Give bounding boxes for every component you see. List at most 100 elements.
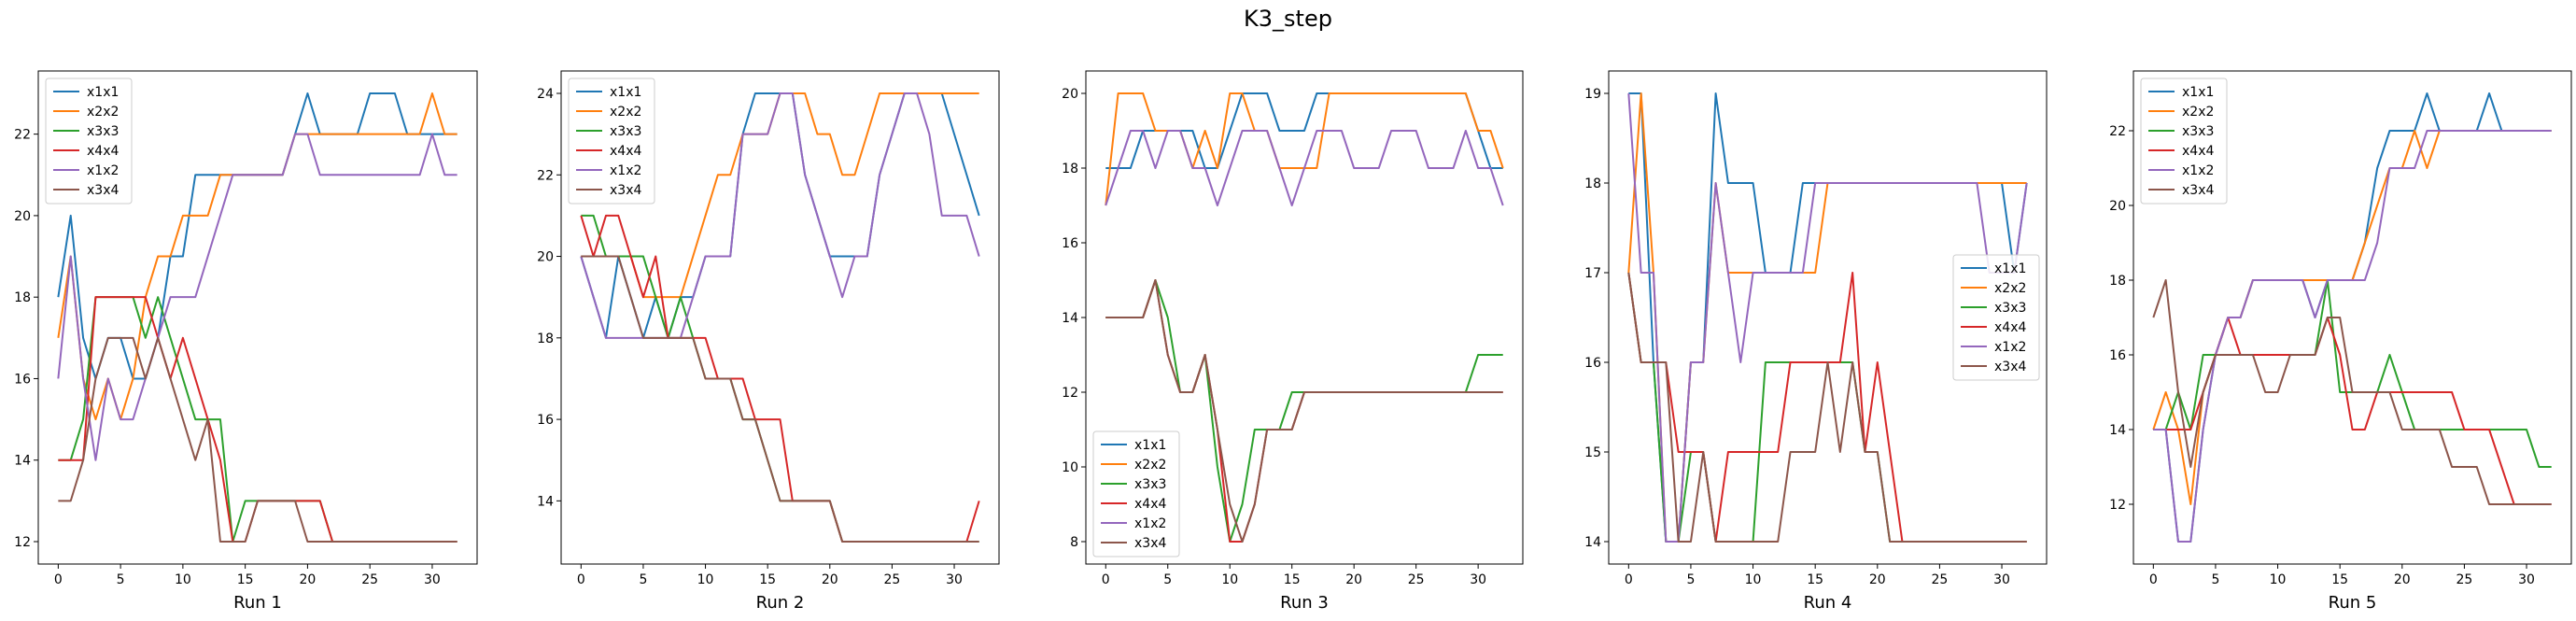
- axes-frame: [1608, 70, 2048, 565]
- x-tick-label: 15: [2331, 572, 2348, 587]
- legend: x1x1 x2x2 x3x3 x4x4 x1x2 x3x4: [2140, 78, 2228, 205]
- legend-entry-x4x4: x4x4: [610, 144, 641, 159]
- x-tick-label: 20: [2394, 572, 2411, 587]
- legend-entry-x2x2: x2x2: [1134, 458, 1166, 473]
- legend-entry-x3x3: x3x3: [610, 124, 641, 139]
- y-tick-label: 24: [537, 87, 554, 102]
- legend-box: [1952, 254, 2040, 381]
- y-tick-label: 17: [1584, 266, 1601, 281]
- x-tick-label: 30: [2518, 572, 2535, 587]
- legend-entry-x3x4: x3x4: [1134, 536, 1166, 551]
- chart-panel-4: 0 5 10 15 20 25 30 14 15 16 17 18 19 Run 4 x1x1 x2x2 x3x…: [1584, 70, 2048, 613]
- y-tick-label: 20: [1062, 87, 1078, 102]
- x-tick-label: 10: [1745, 572, 1762, 587]
- y-tick-label: 15: [1584, 445, 1601, 460]
- y-tick-label: 20: [14, 209, 31, 224]
- series-line-x1x2: [2153, 130, 2552, 543]
- x-tick-label: 20: [1345, 572, 1362, 587]
- legend-box: [568, 78, 655, 205]
- x-tick-label: 0: [1625, 572, 1633, 587]
- legend-entry-x2x2: x2x2: [610, 105, 641, 120]
- y-tick-label: 20: [537, 250, 554, 265]
- x-tick-label: 5: [639, 572, 647, 587]
- x-axis-label: Run 1: [233, 593, 282, 613]
- y-tick-label: 12: [1062, 386, 1078, 401]
- y-tick-label: 12: [2109, 498, 2126, 513]
- legend-entry-x1x2: x1x2: [610, 163, 641, 178]
- y-tick-label: 22: [2109, 124, 2126, 139]
- legend-box: [1092, 430, 1180, 557]
- series-line-x3x4: [1627, 272, 2027, 543]
- legend-entry-x3x4: x3x4: [610, 183, 641, 198]
- x-tick-label: 25: [1408, 572, 1425, 587]
- legend-entry-x3x3: x3x3: [1134, 477, 1166, 492]
- legend-entry-x3x4: x3x4: [2182, 183, 2214, 198]
- y-tick-label: 20: [2109, 199, 2126, 214]
- x-tick-label: 0: [54, 572, 63, 587]
- x-tick-label: 10: [1221, 572, 1238, 587]
- legend-entry-x2x2: x2x2: [1994, 281, 2026, 296]
- y-tick-label: 14: [2109, 423, 2126, 438]
- legend-entry-x1x1: x1x1: [1994, 261, 2026, 276]
- chart-panel-3: 0 5 10 15 20 25 30 8 10 12 14 16 18 20 Run 3 x1x1 x2x2 x3…: [1062, 70, 1524, 613]
- x-tick-label: 5: [117, 572, 125, 587]
- y-tick-label: 14: [1062, 311, 1078, 326]
- axes-frame: [37, 70, 478, 565]
- y-tick-label: 19: [1584, 87, 1601, 102]
- chart-panel-1: 0 5 10 15 20 25 30 12 14 16 18 20 22 Run 1 x1x1 x2x2 x3x…: [14, 70, 478, 613]
- x-tick-label: 25: [2456, 572, 2473, 587]
- legend-entry-x3x4: x3x4: [87, 183, 119, 198]
- x-tick-label: 5: [1163, 572, 1172, 587]
- y-tick-label: 22: [14, 128, 31, 143]
- series-line-x4x4: [580, 214, 980, 543]
- legend-entry-x4x4: x4x4: [87, 144, 119, 159]
- y-tick-label: 18: [1062, 162, 1078, 176]
- legend: x1x1 x2x2 x3x3 x4x4 x1x2 x3x4: [1952, 254, 2040, 381]
- legend-entry-x1x2: x1x2: [2182, 163, 2214, 178]
- y-tick-label: 22: [537, 168, 554, 183]
- y-tick-label: 14: [1584, 535, 1601, 550]
- legend-entry-x3x4: x3x4: [1994, 360, 2026, 374]
- series-line-x3x4: [1105, 279, 1503, 543]
- series-line-x1x2: [57, 133, 457, 461]
- x-tick-label: 5: [2211, 572, 2219, 587]
- x-axis-label: Run 5: [2329, 593, 2377, 613]
- x-tick-label: 20: [299, 572, 316, 587]
- legend-entry-x1x2: x1x2: [87, 163, 119, 178]
- x-tick-label: 30: [1470, 572, 1486, 587]
- y-tick-label: 18: [14, 290, 31, 305]
- x-tick-label: 15: [237, 572, 254, 587]
- x-tick-label: 30: [946, 572, 963, 587]
- legend-entry-x3x3: x3x3: [87, 124, 119, 139]
- legend-entry-x1x1: x1x1: [2182, 85, 2214, 100]
- x-tick-label: 25: [361, 572, 378, 587]
- y-tick-label: 10: [1062, 460, 1078, 475]
- y-tick-label: 18: [537, 332, 554, 346]
- x-tick-label: 15: [759, 572, 776, 587]
- legend-entry-x2x2: x2x2: [2182, 105, 2214, 120]
- series-line-x3x4: [2152, 279, 2552, 505]
- y-tick-label: 14: [537, 494, 554, 509]
- legend-entry-x1x1: x1x1: [87, 85, 119, 100]
- x-tick-label: 25: [1932, 572, 1949, 587]
- legend: x1x1 x2x2 x3x3 x4x4 x1x2 x3x4: [1092, 430, 1180, 557]
- x-axis-label: Run 2: [756, 593, 805, 613]
- series-line-x1x2: [1627, 92, 2028, 543]
- x-tick-label: 30: [1993, 572, 2010, 587]
- x-tick-label: 15: [1284, 572, 1301, 587]
- series-line-x3x3: [581, 214, 979, 543]
- y-tick-label: 16: [14, 372, 31, 387]
- legend-entry-x2x2: x2x2: [87, 105, 119, 120]
- series-line-x2x2: [1105, 92, 1504, 206]
- figure-title: K3_step: [1244, 6, 1332, 32]
- y-tick-label: 16: [1584, 356, 1601, 371]
- x-axis-label: Run 4: [1804, 593, 1852, 613]
- x-tick-label: 0: [1102, 572, 1110, 587]
- x-tick-label: 15: [1807, 572, 1823, 587]
- legend-entry-x1x2: x1x2: [1134, 516, 1166, 531]
- y-tick-label: 14: [14, 454, 31, 469]
- chart-panel-5: 0 5 10 15 20 25 30 12 14 16 18 20 22 Run 5 x1x1 x2x2 x3x…: [2109, 70, 2572, 613]
- legend-entry-x4x4: x4x4: [2182, 144, 2214, 159]
- series-line-x1x2: [1105, 130, 1504, 206]
- axes-frame: [560, 70, 1000, 565]
